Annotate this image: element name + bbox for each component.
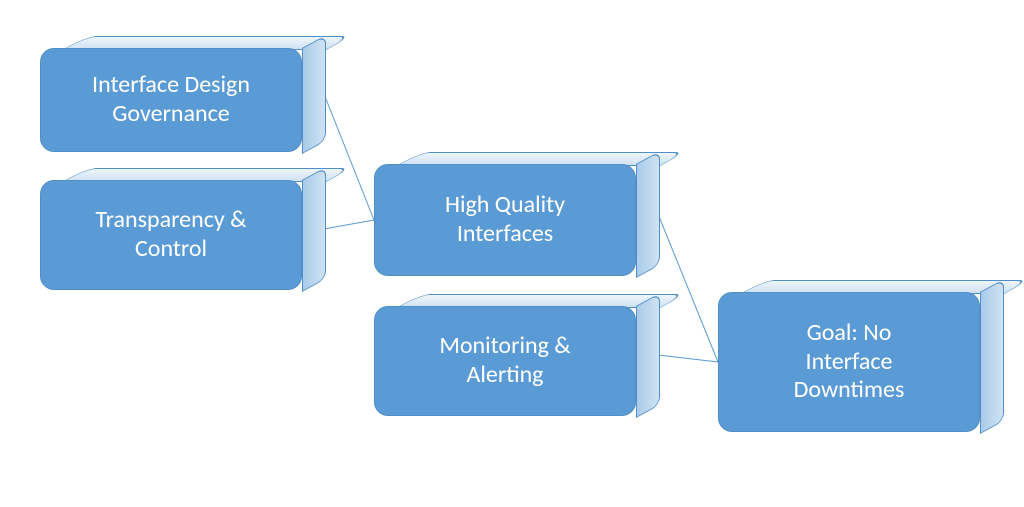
node-right-face [636, 293, 660, 418]
node-n1: Interface Design Governance [40, 36, 324, 152]
node-label: Goal: No Interface Downtimes [794, 319, 905, 405]
node-label: Monitoring & Alerting [439, 332, 570, 390]
node-n4: Monitoring & Alerting [374, 294, 658, 416]
node-right-face [636, 151, 660, 278]
edge-n3-n5 [658, 214, 718, 362]
node-right-face [302, 167, 326, 292]
node-label: High Quality Interfaces [445, 191, 565, 249]
edge-n2-n3 [324, 220, 374, 229]
node-front-face: Interface Design Governance [40, 48, 302, 152]
node-n5: Goal: No Interface Downtimes [718, 280, 1002, 432]
diagram-canvas: Interface Design Governance Transparency … [0, 0, 1024, 507]
node-n3: High Quality Interfaces [374, 152, 658, 276]
edge-n4-n5 [658, 355, 718, 362]
node-n2: Transparency & Control [40, 168, 324, 290]
node-front-face: Monitoring & Alerting [374, 306, 636, 416]
node-front-face: Goal: No Interface Downtimes [718, 292, 980, 432]
node-right-face [302, 35, 326, 154]
node-right-face [980, 279, 1004, 434]
node-front-face: Transparency & Control [40, 180, 302, 290]
node-front-face: High Quality Interfaces [374, 164, 636, 276]
node-label: Interface Design Governance [92, 71, 250, 129]
node-label: Transparency & Control [95, 206, 246, 264]
edge-n1-n3 [324, 94, 374, 220]
